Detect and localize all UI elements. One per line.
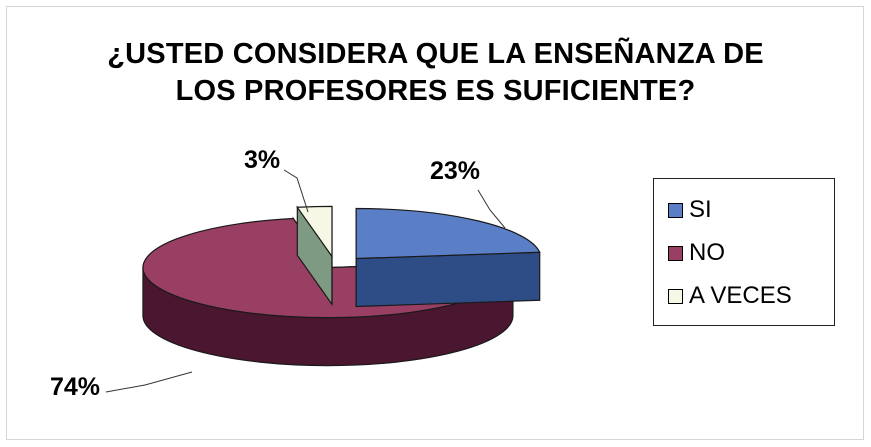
pie-slice-si bbox=[355, 207, 541, 308]
legend-item-si: SI bbox=[668, 195, 712, 225]
data-label-no: 74% bbox=[50, 373, 101, 401]
legend-label-a-veces: A VECES bbox=[689, 282, 792, 309]
legend: SI NO A VECES bbox=[653, 178, 835, 326]
leader-line-no bbox=[105, 371, 193, 393]
data-label-a-veces: 3% bbox=[244, 146, 281, 174]
chart-title-line-1: ¿USTED CONSIDERA QUE LA ENSEÑANZA DE bbox=[107, 38, 764, 70]
chart-frame bbox=[6, 6, 864, 440]
pie-slice-a-veces bbox=[296, 205, 333, 307]
legend-label-no: NO bbox=[689, 239, 725, 266]
legend-swatch-si bbox=[668, 202, 683, 218]
legend-label-si: SI bbox=[689, 196, 712, 223]
data-label-si: 23% bbox=[430, 157, 481, 185]
leader-line-si bbox=[477, 189, 506, 229]
legend-item-no: NO bbox=[668, 238, 725, 268]
legend-swatch-no bbox=[668, 245, 683, 261]
legend-item-a-veces: A VECES bbox=[668, 281, 792, 311]
chart-title-line-2: LOS PROFESORES ES SUFICIENTE? bbox=[175, 75, 696, 107]
leader-line-a-veces bbox=[283, 169, 309, 213]
legend-swatch-a-veces bbox=[668, 288, 683, 304]
